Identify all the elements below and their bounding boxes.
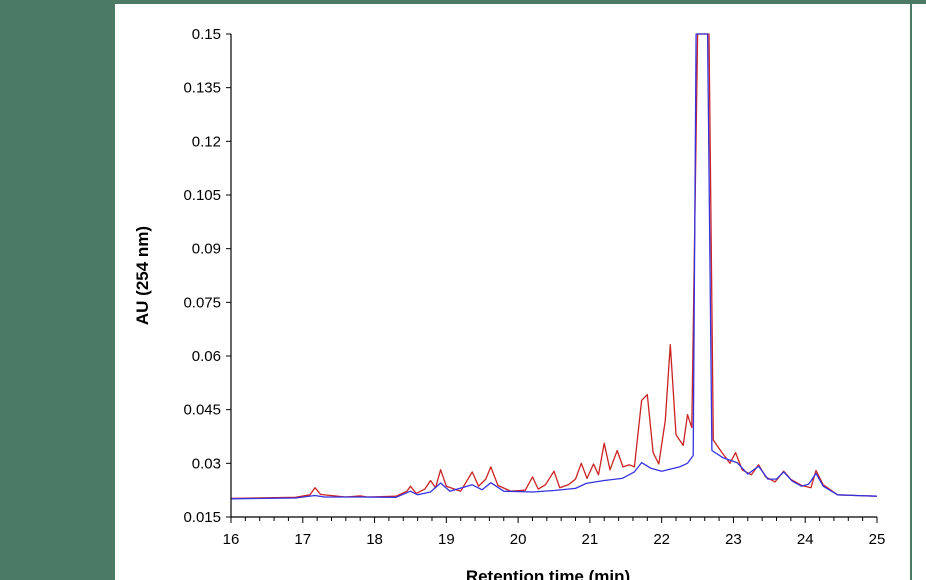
blue-series-line xyxy=(230,33,878,500)
y-tick-label: 0.105 xyxy=(183,187,221,204)
left-frame-band xyxy=(0,0,113,580)
y-tick-label: 0.15 xyxy=(192,26,221,43)
y-tick-label: 0.06 xyxy=(192,348,221,365)
x-tick-label: 19 xyxy=(438,531,455,548)
top-frame-strip xyxy=(113,0,926,4)
y-tick-label: 0.12 xyxy=(192,133,221,150)
chromatogram-chart: 0.015 0.03 0.045 0.06 0.075 0.09 0.105 0.12 0.13… xyxy=(133,26,885,580)
y-axis-title: AU (254 nm) xyxy=(133,226,152,325)
x-tick-label: 20 xyxy=(510,531,527,548)
y-tick-label: 0.135 xyxy=(183,80,221,97)
red-series-line xyxy=(230,33,878,500)
y-tick-label: 0.03 xyxy=(192,455,221,472)
x-tick-label: 22 xyxy=(653,531,670,548)
series-layer xyxy=(230,33,878,500)
ticks-layer: 0.015 0.03 0.045 0.06 0.075 0.09 0.105 0.12 0.13… xyxy=(183,26,885,548)
chart-panel: 0.015 0.03 0.045 0.06 0.075 0.09 0.105 0.12 0.13… xyxy=(113,4,912,580)
x-tick-label: 25 xyxy=(869,531,886,548)
y-tick-label: 0.075 xyxy=(183,294,221,311)
x-tick-label: 16 xyxy=(223,531,240,548)
x-tick-label: 18 xyxy=(366,531,383,548)
x-tick-label: 23 xyxy=(725,531,742,548)
x-axis-title: Retention time (min) xyxy=(466,567,630,580)
x-tick-label: 21 xyxy=(582,531,599,548)
x-tick-label: 24 xyxy=(797,531,814,548)
x-tick-label: 17 xyxy=(294,531,311,548)
axes-layer xyxy=(230,34,877,518)
y-tick-label: 0.015 xyxy=(183,509,221,526)
y-tick-label: 0.045 xyxy=(183,402,221,419)
y-tick-label: 0.09 xyxy=(192,241,221,258)
